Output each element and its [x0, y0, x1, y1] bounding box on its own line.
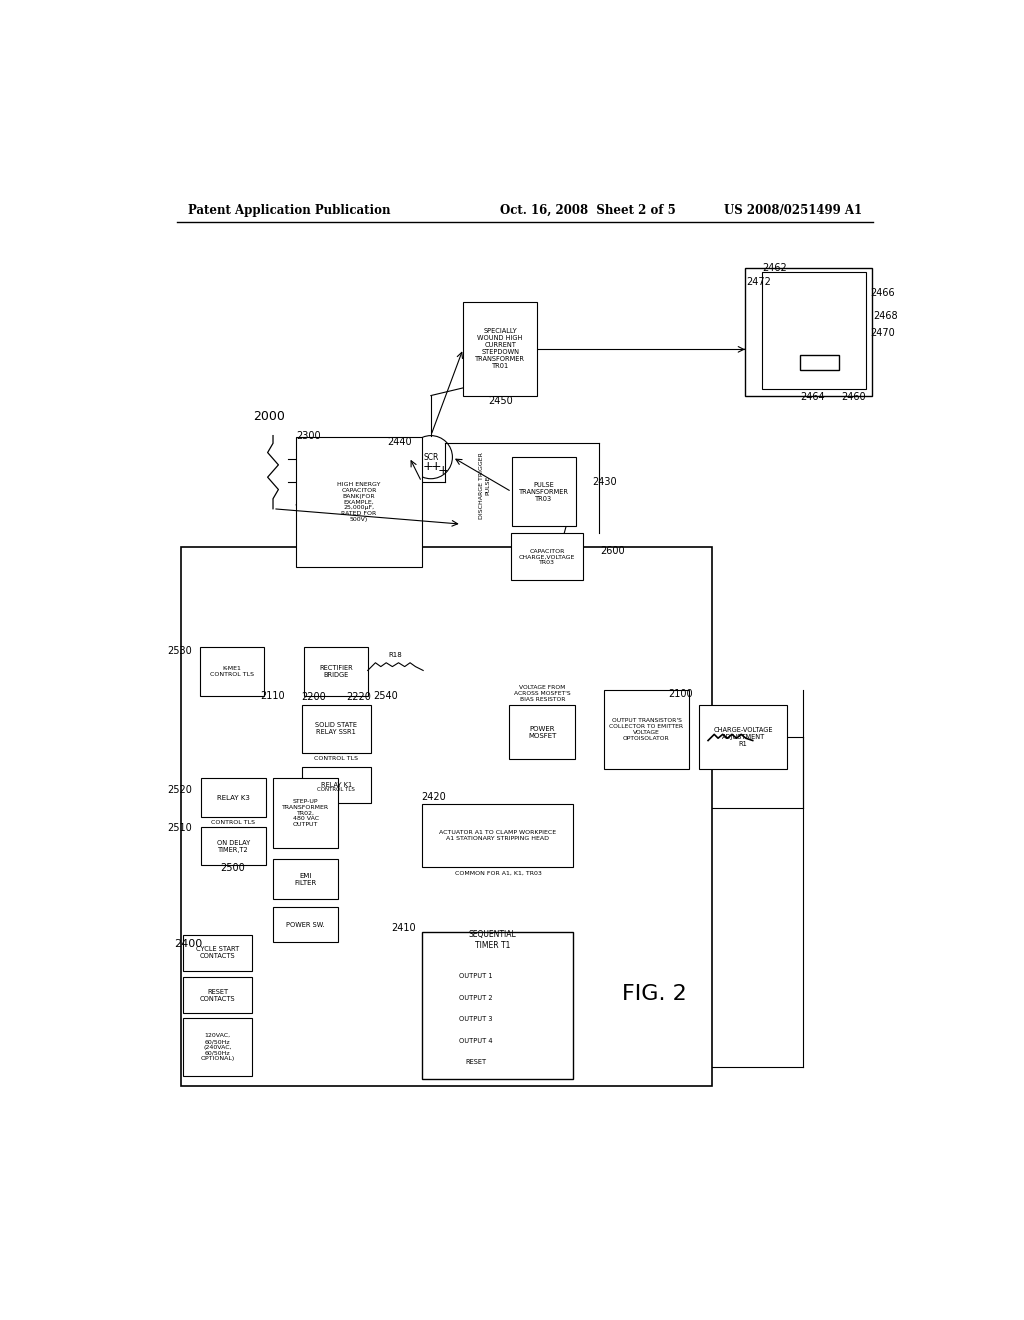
Text: CONTROL TLS: CONTROL TLS [317, 787, 355, 792]
Text: 2100: 2100 [668, 689, 692, 698]
Text: CYCLE START
CONTACTS: CYCLE START CONTACTS [196, 946, 240, 960]
Text: Oct. 16, 2008  Sheet 2 of 5: Oct. 16, 2008 Sheet 2 of 5 [500, 205, 676, 218]
Text: 2600: 2600 [600, 546, 625, 556]
Text: COMMON FOR A1, K1, TR03: COMMON FOR A1, K1, TR03 [456, 870, 542, 875]
Bar [200, 647, 264, 696]
Bar [304, 647, 368, 696]
Text: +: + [438, 463, 449, 477]
Text: POWER
MOSFET: POWER MOSFET [528, 726, 556, 739]
Text: RECTIFIER
BRIDGE: RECTIFIER BRIDGE [318, 665, 352, 678]
Text: +: + [423, 459, 433, 473]
Bar [422, 804, 573, 867]
Text: OUTPUT 1: OUTPUT 1 [459, 973, 493, 979]
Text: RESET: RESET [465, 1060, 486, 1065]
Bar [509, 705, 574, 759]
Text: POWER SW.: POWER SW. [287, 921, 325, 928]
Text: R18: R18 [388, 652, 402, 659]
Text: OUTPUT 4: OUTPUT 4 [459, 1038, 493, 1044]
Text: 2110: 2110 [260, 690, 285, 701]
Text: HIGH ENERGY
CAPACITOR
BANK(FOR
EXAMPLE,
25,000μF,
RATED FOR
500V): HIGH ENERGY CAPACITOR BANK(FOR EXAMPLE, … [337, 482, 381, 521]
Bar [183, 1019, 252, 1076]
Text: 2450: 2450 [487, 396, 513, 407]
Bar [301, 767, 371, 803]
Bar [296, 437, 422, 566]
Text: 2468: 2468 [873, 312, 898, 321]
Text: 120VAC,
60/50Hz
(240VAC,
60/50Hz
OPTIONAL): 120VAC, 60/50Hz (240VAC, 60/50Hz OPTIONA… [201, 1034, 234, 1061]
Text: SCR: SCR [423, 453, 438, 462]
Text: RESET
CONTACTS: RESET CONTACTS [200, 989, 236, 1002]
Bar [201, 779, 266, 817]
Text: 2500: 2500 [220, 863, 246, 874]
Text: 2540: 2540 [373, 690, 398, 701]
Bar [604, 689, 689, 770]
Bar [698, 705, 787, 770]
Text: 2466: 2466 [869, 288, 894, 298]
Bar [183, 935, 252, 970]
Text: 2460: 2460 [842, 392, 866, 403]
Text: CONTROL TLS: CONTROL TLS [314, 756, 358, 762]
Text: OUTPUT 2: OUTPUT 2 [459, 995, 493, 1001]
Text: OUTPUT 3: OUTPUT 3 [459, 1016, 493, 1022]
Text: K-ME1
CONTROL TLS: K-ME1 CONTROL TLS [210, 667, 254, 677]
Text: SOLID STATE
RELAY SSR1: SOLID STATE RELAY SSR1 [315, 722, 357, 735]
Text: 2300: 2300 [296, 430, 321, 441]
Text: 2510: 2510 [167, 824, 193, 833]
Text: SPECIALLY
WOUND HIGH
CURRENT
STEPDOWN
TRANSFORMER
TR01: SPECIALLY WOUND HIGH CURRENT STEPDOWN TR… [475, 329, 525, 370]
Text: 2410: 2410 [391, 924, 416, 933]
Text: 2220: 2220 [346, 693, 371, 702]
Text: CONTROL TLS: CONTROL TLS [211, 820, 255, 825]
Text: ACTUATOR A1 TO CLAMP WORKPIECE
A1 STATIONARY STRIPPING HEAD: ACTUATOR A1 TO CLAMP WORKPIECE A1 STATIO… [439, 830, 556, 841]
Text: 2470: 2470 [869, 329, 895, 338]
Bar [512, 457, 575, 527]
Text: 2430: 2430 [593, 477, 617, 487]
Text: DISCHARGE TRIGGER
PULSE: DISCHARGE TRIGGER PULSE [479, 453, 490, 519]
Text: 2000: 2000 [253, 409, 285, 422]
Text: +: + [430, 459, 440, 473]
Bar [273, 859, 339, 899]
Text: ON DELAY
TIMER,T2: ON DELAY TIMER,T2 [217, 840, 250, 853]
Bar [745, 268, 872, 396]
Text: RELAY K1: RELAY K1 [321, 781, 351, 788]
Bar [273, 907, 339, 942]
Text: SEQUENTIAL
TIMER T1: SEQUENTIAL TIMER T1 [469, 931, 516, 949]
Bar [273, 779, 339, 847]
Text: 2400: 2400 [174, 939, 203, 949]
Bar [762, 272, 866, 389]
Text: 2464: 2464 [801, 392, 825, 403]
Text: 2200: 2200 [301, 693, 327, 702]
Text: OUTPUT TRANSISTOR'S
COLLECTOR TO EMITTER
VOLTAGE
OPTOISOLATOR: OUTPUT TRANSISTOR'S COLLECTOR TO EMITTER… [609, 718, 684, 741]
Text: 2472: 2472 [746, 277, 771, 286]
Text: CHARGE-VOLTAGE
ADJUSTMENT
R1: CHARGE-VOLTAGE ADJUSTMENT R1 [714, 727, 773, 747]
Bar [201, 826, 266, 866]
Text: Patent Application Publication: Patent Application Publication [188, 205, 391, 218]
Bar [183, 977, 252, 1014]
Text: EMI
FILTER: EMI FILTER [295, 873, 316, 886]
Text: FIG. 2: FIG. 2 [622, 983, 686, 1003]
Text: US 2008/0251499 A1: US 2008/0251499 A1 [724, 205, 862, 218]
Bar [422, 932, 573, 1078]
Text: CAPACITOR
CHARGE,VOLTAGE
TR03: CAPACITOR CHARGE,VOLTAGE TR03 [519, 549, 575, 565]
Text: 2520: 2520 [167, 785, 193, 795]
Text: 2530: 2530 [167, 647, 193, 656]
Bar [180, 548, 712, 1086]
Bar [801, 355, 839, 370]
Text: STEP-UP
TRANSFORMER
TR02,
480 VAC
OUTPUT: STEP-UP TRANSFORMER TR02, 480 VAC OUTPUT [283, 799, 330, 828]
Text: VOLTAGE FROM
ACROSS MOSFET'S
BIAS RESISTOR: VOLTAGE FROM ACROSS MOSFET'S BIAS RESIST… [514, 685, 570, 702]
Text: 2420: 2420 [422, 792, 446, 803]
Bar [301, 705, 371, 752]
Bar [463, 302, 538, 396]
Text: RELAY K3: RELAY K3 [217, 795, 250, 800]
Text: 2462: 2462 [762, 263, 786, 273]
Bar [511, 533, 584, 581]
Text: 2440: 2440 [388, 437, 413, 446]
Text: PULSE
TRANSFORMER
TR03: PULSE TRANSFORMER TR03 [519, 482, 568, 502]
